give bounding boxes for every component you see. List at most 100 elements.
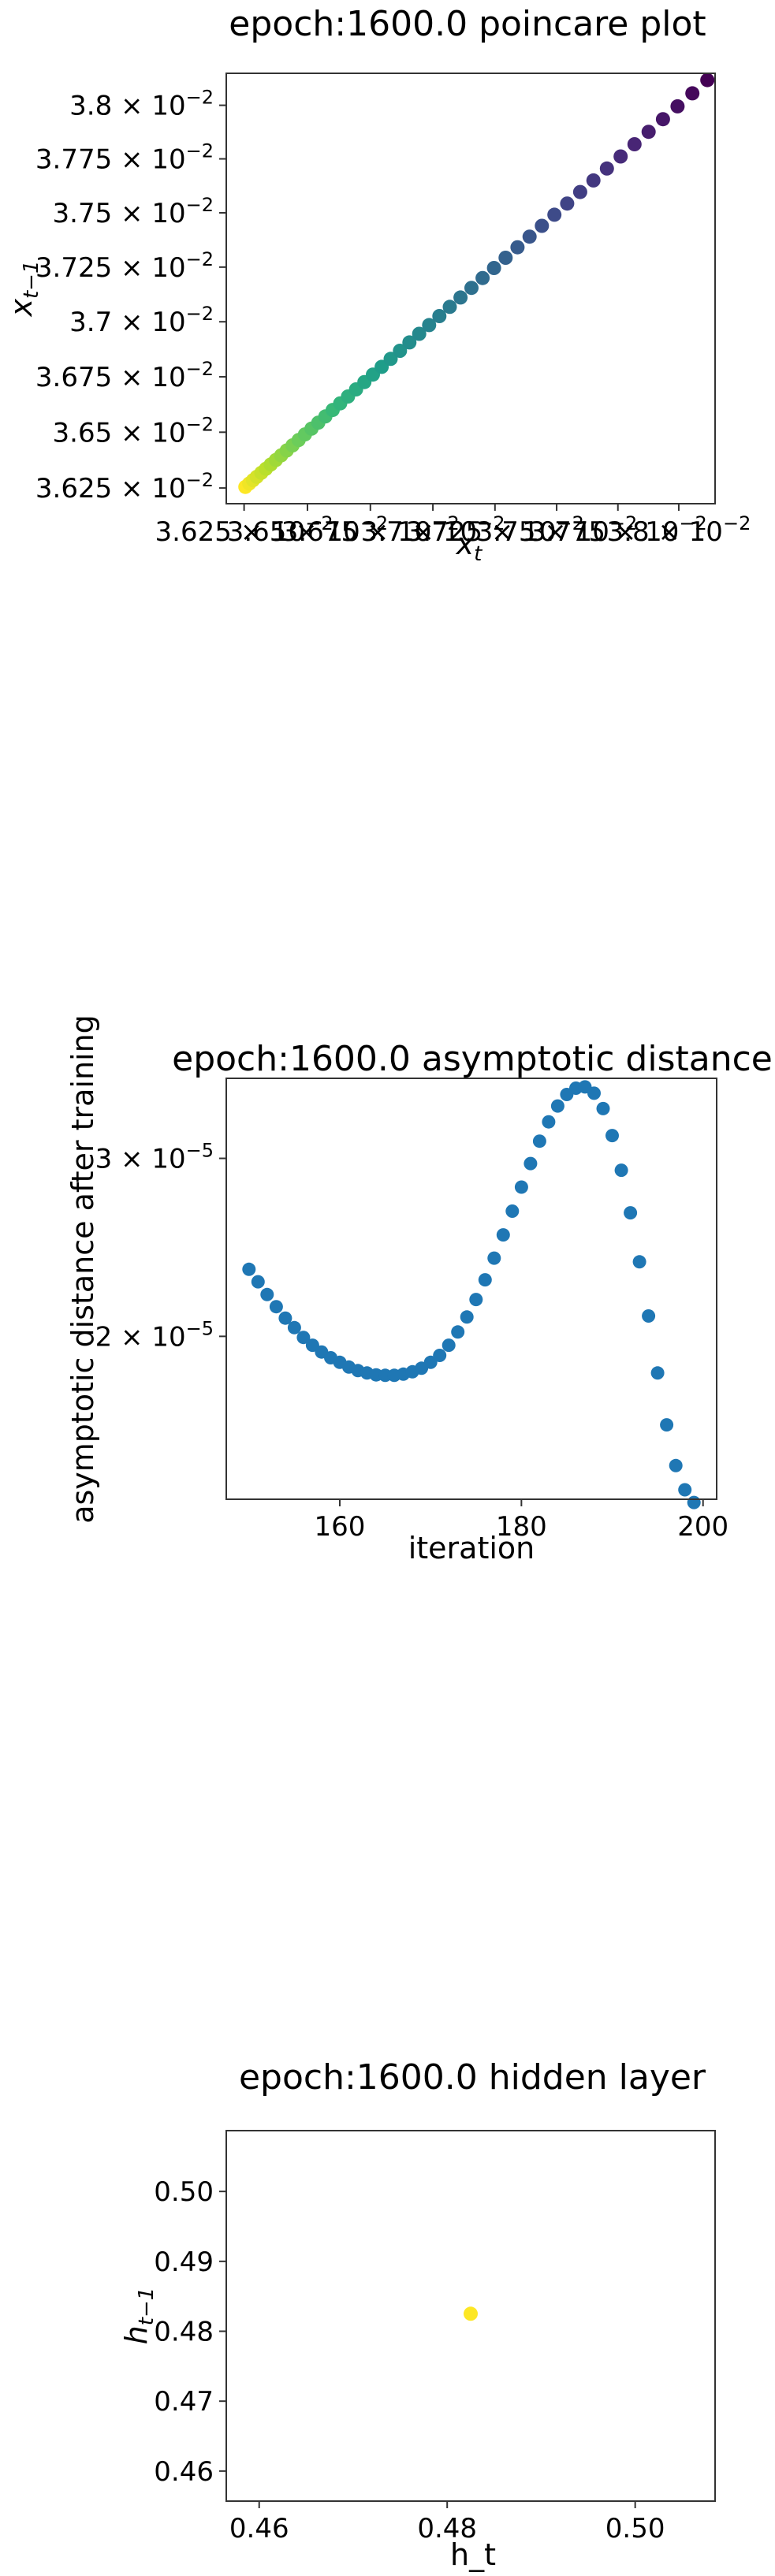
hidden-layer-y-tick-label: 0.49 — [154, 2247, 214, 2278]
distance-point — [251, 1275, 265, 1289]
poincare-point — [613, 149, 628, 164]
poincare-point — [475, 270, 490, 285]
hidden-layer-points — [464, 2306, 478, 2321]
poincare-point — [670, 99, 685, 114]
distance-point — [660, 1418, 674, 1432]
hidden-layer-x-ticks: 0.46 0.48 0.50 — [229, 2501, 665, 2544]
distance-point — [269, 1300, 283, 1314]
distance-point — [423, 1355, 438, 1369]
asymptotic-distance-y-ticks: 2 × 10−5 3 × 10−5 — [95, 1140, 226, 1353]
distance-point — [487, 1251, 501, 1265]
poincare-plot-y-label: xt−1 — [4, 260, 43, 317]
poincare-x-tick-label: 3.675 × 10−2 — [281, 512, 460, 548]
poincare-plot-chart: epoch:1600.0 poincare plot 3.8 × 10−23.7… — [4, 4, 751, 566]
poincare-x-tick-label: 3.65 × 10−2 — [227, 512, 388, 548]
hidden-layer-title: epoch:1600.0 hidden layer — [239, 2057, 706, 2098]
poincare-point — [402, 335, 417, 350]
distance-point — [678, 1483, 692, 1497]
distance-point — [505, 1204, 520, 1218]
poincare-plot-x-ticks: 3.625 × 10−23.65 × 10−23.675 × 10−23.7 ×… — [155, 504, 751, 548]
distance-point — [278, 1311, 292, 1325]
poincare-x-tick-label: 3.8 × 10−2 — [607, 512, 751, 548]
distance-point — [496, 1228, 510, 1242]
distance-point — [287, 1320, 301, 1335]
poincare-point — [641, 125, 656, 140]
poincare-plot-title: epoch:1600.0 poincare plot — [229, 4, 706, 44]
poincare-y-tick-label: 3.775 × 10−2 — [35, 140, 214, 176]
hidden-layer-chart: epoch:1600.0 hidden layer 0.460.470.480.… — [119, 2057, 716, 2572]
distance-point — [514, 1180, 528, 1194]
distance-point — [296, 1331, 311, 1345]
asymptotic-distance-title: epoch:1600.0 asymptotic distance — [172, 1039, 773, 1079]
distance-point — [687, 1495, 701, 1509]
distance-x-tick-label: 180 — [496, 1511, 547, 1543]
poincare-y-tick-label: 3.7 × 10−2 — [69, 303, 214, 338]
distance-point — [523, 1156, 538, 1171]
poincare-x-tick-label: 3.75 × 10−2 — [476, 512, 637, 548]
distance-point — [650, 1366, 665, 1380]
poincare-plot-y-ticks: 3.8 × 10−2 3.775 × 10−2 3.75 × 10−2 3.725 ×… — [35, 87, 226, 504]
poincare-point — [522, 229, 537, 244]
distance-point — [624, 1206, 638, 1220]
poincare-y-tick-label: 3.675 × 10−2 — [35, 358, 214, 393]
poincare-y-tick-label: 3.65 × 10−2 — [53, 413, 214, 449]
poincare-x-tick-label: 3.775 × 10−2 — [529, 512, 707, 548]
distance-point — [542, 1115, 556, 1129]
distance-point — [469, 1293, 483, 1307]
poincare-y-tick-label: 3.8 × 10−2 — [69, 87, 214, 122]
poincare-y-tick-label: 3.75 × 10−2 — [53, 194, 214, 229]
poincare-x-tick-label: 3.625 × 10−2 — [155, 512, 333, 548]
poincare-point — [627, 137, 642, 151]
hidden-layer-y-tick-label: 0.50 — [154, 2176, 214, 2208]
hidden-layer-x-tick-label: 0.48 — [417, 2513, 477, 2544]
poincare-point — [412, 326, 427, 341]
hidden-layer-y-tick-label: 0.46 — [154, 2456, 214, 2488]
asymptotic-distance-chart: epoch:1600.0 asymptotic distance 2 × 10−… — [65, 1014, 773, 1565]
asymptotic-distance-axes-frame — [225, 1078, 717, 1500]
asymptotic-distance-x-ticks: 160 180 200 — [315, 1499, 728, 1543]
distance-x-tick-label: 160 — [315, 1511, 366, 1543]
hidden-layer-y-ticks: 0.46 0.47 0.48 0.49 0.50 — [154, 2176, 226, 2488]
poincare-point — [535, 218, 550, 233]
distance-point — [242, 1262, 256, 1276]
distance-point — [587, 1086, 601, 1100]
hidden-layer-x-label: h_t — [450, 2537, 496, 2572]
distance-point — [433, 1349, 447, 1362]
distance-point — [614, 1163, 628, 1178]
poincare-plot-axes-frame — [225, 73, 716, 504]
distance-point — [442, 1338, 456, 1353]
distance-x-tick-label: 200 — [677, 1511, 728, 1543]
asymptotic-distance-y-label: asymptotic distance after training — [65, 1014, 100, 1524]
poincare-point — [486, 261, 501, 275]
distance-point — [478, 1273, 492, 1287]
poincare-x-tick-label: 3.725 × 10−2 — [406, 512, 584, 548]
poincare-point — [453, 290, 468, 305]
distance-point — [632, 1255, 646, 1269]
poincare-point — [655, 112, 670, 127]
poincare-point — [599, 161, 614, 176]
poincare-point — [422, 318, 437, 333]
hidden-layer-x-tick-label: 0.50 — [605, 2513, 665, 2544]
hidden-layer-point — [464, 2306, 478, 2321]
poincare-plot-points — [238, 73, 715, 494]
hidden-layer-y-tick-label: 0.48 — [154, 2317, 214, 2348]
poincare-point — [547, 207, 562, 222]
distance-point — [550, 1099, 564, 1113]
poincare-point — [510, 240, 525, 255]
hidden-layer-y-label: ht−1 — [119, 2288, 158, 2345]
poincare-point — [560, 196, 575, 211]
poincare-point — [383, 352, 398, 367]
hidden-layer-axes-frame — [225, 2130, 716, 2502]
poincare-point — [498, 251, 513, 265]
distance-y-tick-label: 3 × 10−5 — [95, 1140, 214, 1175]
distance-point — [260, 1287, 274, 1301]
asymptotic-distance-points — [242, 1080, 701, 1509]
poincare-y-tick-label: 3.625 × 10−2 — [35, 469, 214, 504]
poincare-y-tick-label: 3.725 × 10−2 — [35, 248, 214, 284]
distance-point — [532, 1134, 546, 1148]
distance-point — [605, 1129, 619, 1143]
distance-point — [451, 1325, 465, 1339]
poincare-point — [464, 281, 479, 296]
poincare-point — [586, 173, 601, 188]
poincare-point — [700, 73, 715, 87]
